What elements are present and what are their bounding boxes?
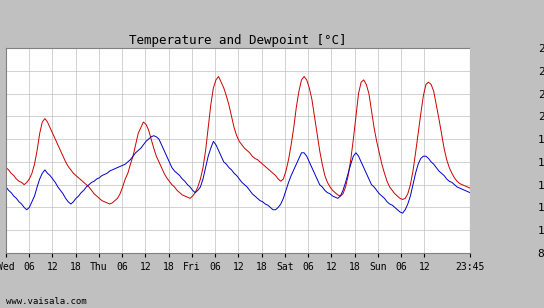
Text: www.vaisala.com: www.vaisala.com (6, 297, 86, 306)
Title: Temperature and Dewpoint [°C]: Temperature and Dewpoint [°C] (129, 34, 347, 47)
